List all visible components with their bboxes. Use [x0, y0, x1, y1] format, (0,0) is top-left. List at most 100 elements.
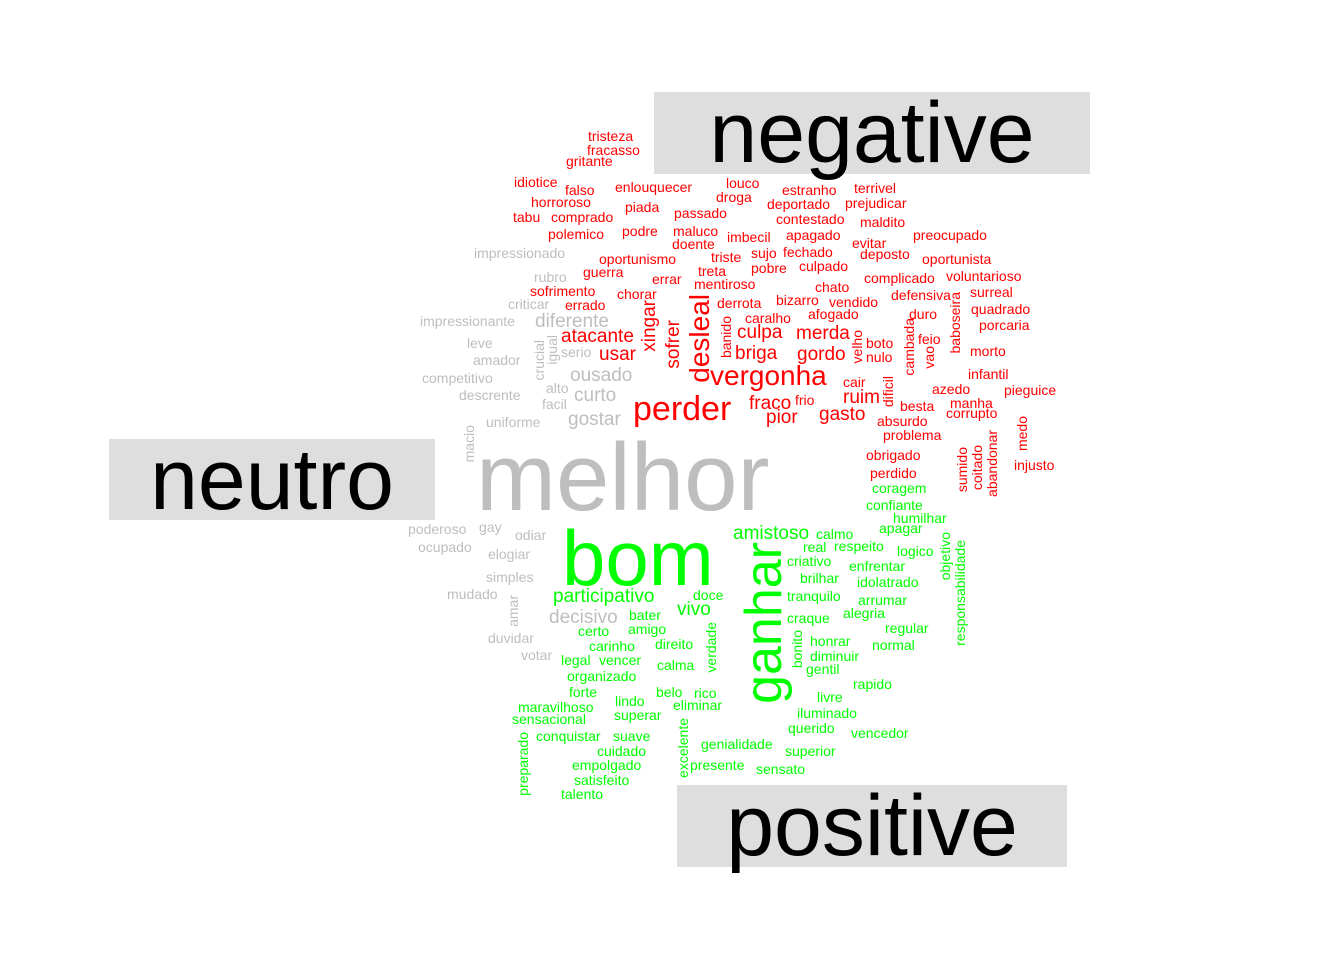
- word-positive-cuidado: cuidado: [597, 743, 647, 759]
- word-negative-fechado: fechado: [783, 244, 833, 260]
- word-neutro-impressionante: impressionante: [420, 313, 515, 329]
- word-negative-terrivel: terrivel: [854, 180, 897, 196]
- word-positive-humilhar: humilhar: [893, 510, 947, 526]
- word-positive-craque: craque: [787, 610, 830, 626]
- word-positive-livre: livre: [817, 689, 843, 705]
- word-negative-besta: besta: [900, 398, 935, 414]
- word-negative-velho: velho: [849, 330, 865, 364]
- word-negative-perdido: perdido: [870, 465, 917, 481]
- word-positive-forte: forte: [569, 684, 598, 700]
- word-positive-enfrentar: enfrentar: [849, 558, 906, 574]
- word-negative-errado: errado: [565, 297, 606, 313]
- word-negative-ruim: ruim: [843, 387, 880, 408]
- word-negative-maluco: maluco: [673, 223, 719, 239]
- word-positive-verdade: verdade: [703, 622, 719, 673]
- word-positive-brilhar: brilhar: [800, 570, 839, 586]
- word-negative-coitado: coitado: [969, 445, 985, 491]
- word-negative-triste: triste: [711, 249, 742, 265]
- word-negative-guerra: guerra: [583, 264, 624, 280]
- word-negative-surreal: surreal: [970, 284, 1013, 300]
- word-neutro-amador: amador: [473, 352, 521, 368]
- word-positive-direito: direito: [655, 636, 694, 652]
- word-negative-feio: feio: [918, 331, 941, 347]
- word-negative-tristeza: tristeza: [588, 128, 634, 144]
- word-negative-voluntarioso: voluntarioso: [946, 268, 1022, 284]
- word-negative-preocupado: preocupado: [913, 227, 987, 243]
- word-negative-estranho: estranho: [782, 182, 837, 198]
- group-label-neutro: neutro: [109, 437, 435, 523]
- word-positive-lindo: lindo: [615, 693, 645, 709]
- word-negative-treta: treta: [698, 263, 727, 279]
- word-negative-vergonha: vergonha: [710, 360, 827, 391]
- word-negative-dificil: dificil: [880, 376, 896, 408]
- word-neutro-votar: votar: [521, 647, 553, 663]
- word-negative-porcaria: porcaria: [979, 317, 1030, 333]
- word-positive-bonito: bonito: [789, 630, 805, 669]
- word-negative-chato: chato: [815, 279, 850, 295]
- word-negative-merda: merda: [796, 323, 850, 344]
- word-positive-legal: legal: [561, 652, 591, 668]
- word-neutro-poderoso: poderoso: [408, 521, 467, 537]
- word-negative-comprado: comprado: [551, 209, 614, 225]
- word-negative-duro: duro: [909, 306, 938, 322]
- word-positive-excelente: excelente: [675, 718, 691, 778]
- word-negative-podre: podre: [622, 223, 658, 239]
- word-negative-sujo: sujo: [751, 245, 777, 261]
- word-negative-passado: passado: [674, 205, 727, 221]
- word-neutro-decisivo: decisivo: [549, 607, 618, 628]
- word-negative-deposto: deposto: [860, 246, 910, 262]
- word-negative-falso: falso: [565, 182, 595, 198]
- word-negative-frio: frio: [795, 392, 815, 408]
- word-negative-sofrer: sofrer: [663, 320, 684, 369]
- word-negative-fraco: fraco: [749, 393, 792, 414]
- word-neutro-duvidar: duvidar: [488, 630, 534, 646]
- word-neutro-ousado: ousado: [570, 365, 633, 386]
- word-neutro-simples: simples: [486, 569, 534, 585]
- word-negative-piada: piada: [625, 199, 660, 215]
- word-negative-apagado: apagado: [786, 227, 841, 243]
- word-negative-cair: cair: [843, 374, 866, 390]
- word-negative-perder: perder: [633, 390, 732, 428]
- word-positive-carinho: carinho: [589, 638, 635, 654]
- word-positive-rapido: rapido: [853, 676, 892, 692]
- word-positive-belo: belo: [656, 684, 683, 700]
- word-positive-preparado: preparado: [515, 732, 531, 796]
- word-positive-diminuir: diminuir: [810, 648, 860, 664]
- word-negative-errar: errar: [652, 271, 682, 287]
- word-positive-doce: doce: [693, 587, 724, 603]
- word-negative-bizarro: bizarro: [776, 292, 819, 308]
- word-negative-droga: droga: [716, 189, 752, 205]
- word-positive-criativo: criativo: [787, 553, 832, 569]
- word-positive-calma: calma: [657, 657, 695, 673]
- word-positive-sensacional: sensacional: [512, 711, 586, 727]
- word-negative-oportunismo: oportunismo: [599, 251, 677, 267]
- word-negative-deportado: deportado: [767, 196, 831, 212]
- word-negative-abandonar: abandonar: [984, 430, 1000, 497]
- word-negative-absurdo: absurdo: [877, 413, 928, 429]
- word-negative-complicado: complicado: [864, 270, 935, 286]
- word-positive-alegria: alegria: [843, 605, 886, 621]
- word-negative-derrota: derrota: [717, 295, 762, 311]
- word-positive-logico: logico: [897, 543, 934, 559]
- word-negative-imbecil: imbecil: [727, 229, 771, 245]
- word-negative-xingar: xingar: [639, 300, 660, 352]
- word-negative-idiotice: idiotice: [514, 174, 558, 190]
- word-negative-gordo: gordo: [797, 344, 846, 365]
- word-neutro-gay: gay: [479, 519, 502, 535]
- word-neutro-elogiar: elogiar: [488, 546, 531, 562]
- word-positive-real: real: [803, 539, 827, 555]
- word-positive-genialidade: genialidade: [701, 736, 773, 752]
- word-negative-obrigado: obrigado: [866, 447, 921, 463]
- word-positive-ganhar: ganhar: [735, 542, 793, 704]
- word-positive-iluminado: iluminado: [797, 705, 857, 721]
- word-negative-infantil: infantil: [968, 366, 1009, 382]
- word-positive-normal: normal: [872, 637, 915, 653]
- word-positive-superior: superior: [785, 743, 836, 759]
- word-positive-responsabilidade: responsabilidade: [952, 540, 968, 646]
- word-negative-maldito: maldito: [860, 214, 906, 230]
- word-neutro-rubro: rubro: [534, 269, 567, 285]
- word-positive-amigo: amigo: [628, 621, 667, 637]
- word-positive-talento: talento: [561, 786, 604, 802]
- word-negative-defensiva: defensiva: [891, 287, 951, 303]
- word-negative-contestado: contestado: [776, 211, 845, 227]
